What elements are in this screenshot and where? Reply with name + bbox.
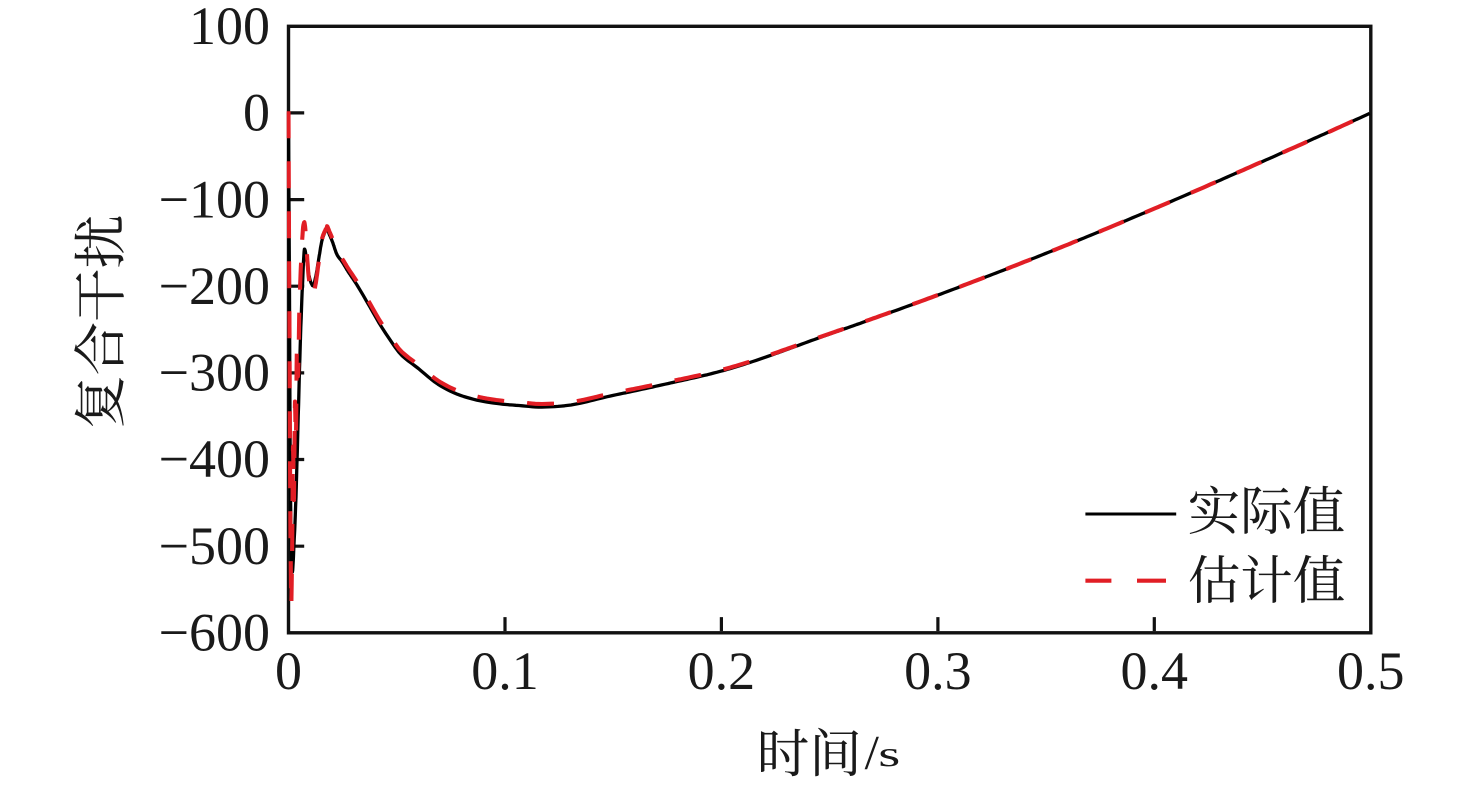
svg-text:0.2: 0.2 <box>688 641 756 701</box>
svg-text:0.1: 0.1 <box>471 641 539 701</box>
svg-text:0.3: 0.3 <box>904 641 972 701</box>
svg-text:0: 0 <box>243 83 270 143</box>
svg-text:−500: −500 <box>159 516 270 576</box>
svg-text:−300: −300 <box>159 343 270 403</box>
svg-text:−400: −400 <box>159 429 270 489</box>
svg-text:−600: −600 <box>159 603 270 663</box>
svg-text:0.5: 0.5 <box>1337 641 1405 701</box>
svg-text:−200: −200 <box>159 256 270 316</box>
svg-text:100: 100 <box>189 0 270 56</box>
svg-text:0: 0 <box>275 641 302 701</box>
svg-text:−100: −100 <box>159 169 270 229</box>
svg-text:0.4: 0.4 <box>1121 641 1189 701</box>
